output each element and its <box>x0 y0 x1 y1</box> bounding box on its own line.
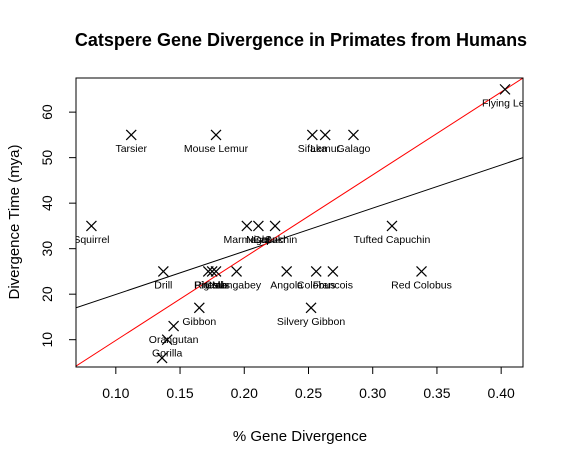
data-point <box>306 129 318 141</box>
point-label: Night <box>246 234 271 246</box>
data-point <box>241 220 253 232</box>
point-label: Pigtail <box>194 279 223 291</box>
x-axis: 0.10 0.15 0.20 0.25 0.30 0.35 0.40 <box>102 367 515 401</box>
data-point <box>499 83 511 95</box>
data-point <box>327 266 339 277</box>
point-label: Flying Ler <box>482 97 529 109</box>
y-tick-label: 50 <box>39 150 55 166</box>
point-label: Rhesus <box>194 279 230 291</box>
fit-line-1 <box>76 157 523 309</box>
y-tick-label: 60 <box>39 104 55 120</box>
point-label: Sifaka <box>298 143 327 155</box>
x-tick-label: 0.35 <box>423 385 450 401</box>
point-label: Saki <box>265 234 285 246</box>
point-label: Mouse Lemur <box>184 143 249 155</box>
x-tick-label: 0.25 <box>295 385 322 401</box>
data-point <box>231 266 242 277</box>
point-label: Crab <box>205 279 228 291</box>
x-axis-label: % Gene Divergence <box>233 428 367 445</box>
data-point <box>319 129 331 141</box>
point-label: Squirrel <box>73 234 109 246</box>
fit-lines <box>76 78 523 367</box>
y-axis-label: Divergence Time (mya) <box>6 144 23 299</box>
fit-line-2 <box>76 78 523 367</box>
data-point <box>269 220 281 232</box>
data-point <box>281 266 293 277</box>
point-label: Silvery Gibbon <box>277 316 345 328</box>
data-point <box>125 129 137 141</box>
data-point <box>156 352 168 364</box>
point-label: Capuchin <box>253 234 298 246</box>
point-label: Red Colobus <box>391 279 452 291</box>
data-point <box>386 220 398 232</box>
data-point <box>193 302 205 314</box>
data-point <box>168 320 180 332</box>
x-tick-label: 0.15 <box>166 385 193 401</box>
data-point <box>202 266 214 277</box>
data-point <box>210 129 222 141</box>
point-label: Tarsier <box>115 143 147 155</box>
point-label: Tufted Capuchin <box>354 234 431 246</box>
point-label: Gibbon <box>182 316 216 328</box>
y-axis: 10 20 30 40 50 60 <box>39 104 76 347</box>
y-tick-label: 30 <box>39 241 55 257</box>
data-point <box>161 334 173 346</box>
point-label: Gorilla <box>152 348 183 360</box>
y-tick-label: 10 <box>39 332 55 348</box>
point-label: Francois <box>313 279 353 291</box>
data-points <box>85 83 511 364</box>
data-point <box>416 266 427 277</box>
data-point <box>305 302 317 314</box>
x-tick-label: 0.20 <box>231 385 258 401</box>
point-label: Angola <box>270 279 303 291</box>
point-label: Marmoset <box>223 234 270 246</box>
data-point <box>210 266 222 277</box>
x-tick-label: 0.10 <box>102 385 129 401</box>
y-tick-label: 40 <box>39 195 55 211</box>
point-label: Lemur <box>310 143 340 155</box>
point-label: Bonobo <box>144 366 180 378</box>
y-tick-label: 20 <box>39 286 55 302</box>
data-point <box>157 266 169 277</box>
x-tick-label: 0.40 <box>488 385 515 401</box>
point-label: Mangabey <box>212 279 262 291</box>
point-label: Colobus <box>297 279 336 291</box>
point-label: Orangutan <box>149 334 199 346</box>
x-tick-label: 0.30 <box>359 385 386 401</box>
data-point <box>206 266 218 277</box>
data-point <box>85 220 97 232</box>
data-point <box>348 129 359 141</box>
point-label: Galago <box>337 143 371 155</box>
plot-frame <box>75 77 524 368</box>
data-point <box>252 220 264 232</box>
chart-title: Catspere Gene Divergence in Primates fro… <box>75 30 527 50</box>
data-point <box>310 266 322 277</box>
point-label: Drill <box>154 279 172 291</box>
